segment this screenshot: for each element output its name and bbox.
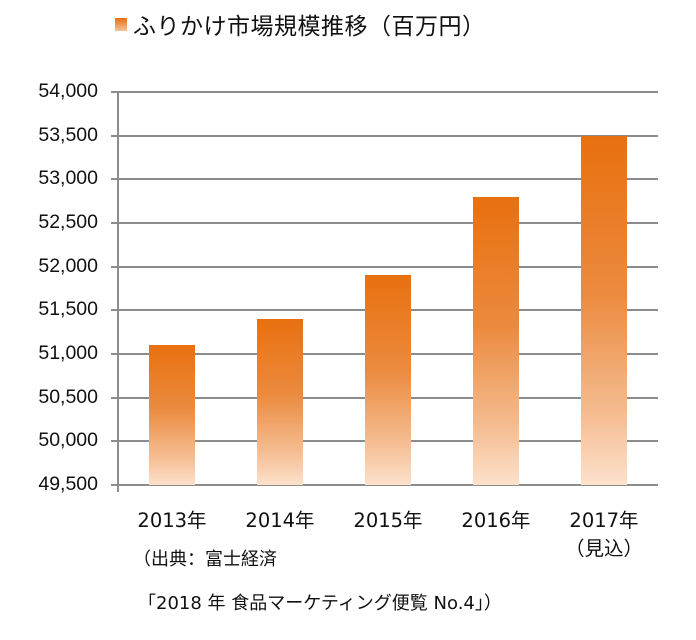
- y-tick-label: 49,500: [38, 473, 98, 495]
- x-tick-label-main: 2016年: [461, 509, 531, 532]
- x-tick-label-main: 2017年: [569, 509, 639, 532]
- x-tick-label: 2013年: [117, 509, 227, 533]
- gridline: [117, 265, 658, 268]
- y-tick-mark: [111, 178, 118, 181]
- x-tick-label: 2016年: [441, 509, 551, 533]
- bar-chart-plot: 54,000 53,500 53,000 52,500 52,000 51,500 51,0…: [38, 80, 658, 495]
- y-tick-label: 52,500: [38, 211, 98, 233]
- x-tick-label-sub: （見込）: [564, 537, 643, 560]
- x-tick-label-main: 2015年: [353, 509, 423, 532]
- y-tick-label: 51,500: [38, 298, 98, 321]
- x-tick-label-main: 2014年: [245, 509, 315, 532]
- y-tick-mark: [111, 222, 118, 224]
- y-tick-label: 50,000: [38, 429, 98, 452]
- y-tick-mark: [111, 309, 118, 312]
- gridline: [117, 134, 658, 137]
- gridline: [117, 484, 658, 486]
- y-tick-mark: [111, 396, 118, 399]
- y-tick-label: 53,500: [38, 123, 98, 146]
- source-line-1: （出典：富士経済: [133, 549, 277, 570]
- y-tick-mark: [111, 91, 118, 93]
- bar-2013年: [149, 345, 195, 485]
- gridline: [117, 178, 658, 181]
- bar-2017年（見込）: [581, 135, 627, 485]
- bar-2014年: [257, 319, 303, 485]
- y-tick-label: 54,000: [38, 80, 98, 102]
- bar-2016年: [473, 196, 519, 485]
- bar-2015年: [365, 275, 411, 485]
- chart-legend: ふりかけ市場規模推移（百万円）: [115, 4, 486, 44]
- y-tick-mark: [111, 484, 118, 486]
- x-tick-label: 2015年: [333, 509, 443, 533]
- x-tick-label: 2017年 （見込）: [549, 509, 659, 561]
- y-tick-label: 52,000: [38, 254, 98, 277]
- y-tick-mark: [111, 134, 118, 137]
- y-tick-mark: [111, 353, 118, 355]
- y-tick-mark: [111, 440, 118, 443]
- x-tick-label: 2014年: [225, 509, 335, 533]
- y-tick-mark: [111, 265, 118, 268]
- y-axis-line: [117, 92, 119, 492]
- gridline: [117, 91, 658, 93]
- source-line-2: 「2018 年 食品マーケティング便覧 No.4」）: [138, 593, 502, 614]
- x-tick-label-main: 2013年: [137, 509, 207, 532]
- gridline: [117, 222, 658, 224]
- y-tick-label: 50,500: [38, 385, 98, 408]
- legend-swatch: [115, 17, 127, 31]
- y-tick-label: 51,000: [38, 342, 98, 364]
- y-tick-label: 53,000: [38, 167, 98, 190]
- legend-label: ふりかけ市場規模推移（百万円）: [133, 14, 486, 40]
